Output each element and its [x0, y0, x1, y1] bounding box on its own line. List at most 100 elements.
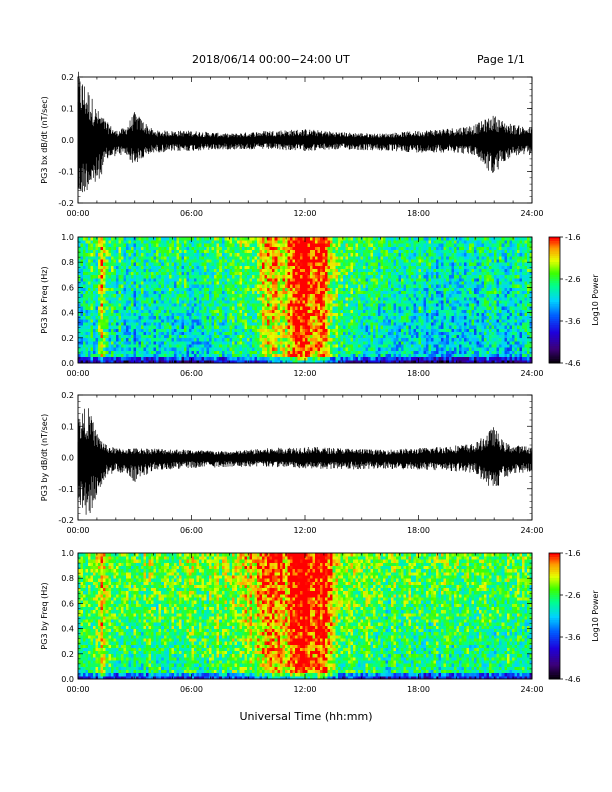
spectrogram-cell	[380, 315, 384, 320]
spectrogram-cell	[373, 306, 377, 310]
spectrogram-cell	[325, 303, 329, 307]
spectrogram-cell	[368, 237, 371, 241]
spectrogram-cell	[93, 303, 97, 307]
spectrogram-cell	[105, 337, 109, 342]
spectrogram-cell	[151, 252, 155, 257]
spectrogram-cell	[141, 249, 144, 254]
spectrogram-cell	[85, 293, 89, 298]
spectrogram-cell	[383, 271, 387, 276]
spectrogram-cell	[340, 322, 344, 326]
spectrogram-cell	[199, 322, 202, 326]
spectrogram-cell	[78, 344, 81, 348]
spectrogram-cell	[120, 259, 124, 263]
spectrogram-cell	[282, 328, 286, 332]
spectrogram-cell	[272, 268, 276, 273]
spectrogram-cell	[204, 243, 208, 247]
spectrogram-cell	[310, 309, 313, 313]
spectrogram-cell	[138, 271, 142, 276]
spectrogram-cell	[88, 309, 92, 313]
spectrogram-cell	[133, 353, 137, 358]
spectrogram-cell	[188, 309, 192, 313]
spectrogram-cell	[201, 306, 205, 310]
spectrogram-cell	[146, 300, 150, 304]
spectrogram-cell	[181, 347, 185, 351]
spectrogram-cell	[166, 350, 170, 354]
spectrogram-cell	[138, 262, 142, 266]
spectrogram-cell	[241, 246, 245, 250]
spectrogram-cell	[302, 322, 306, 326]
spectrogram-cell	[153, 274, 157, 279]
spectrogram-cell	[259, 271, 263, 276]
spectrogram-cell	[156, 271, 160, 276]
spectrogram-cell	[249, 262, 253, 266]
spectrogram-cell	[206, 322, 210, 326]
spectrogram-cell	[322, 271, 326, 276]
spectrogram-cell	[310, 249, 313, 254]
spectrogram-cell	[284, 318, 288, 323]
spectrogram-cell	[98, 262, 102, 266]
spectrogram-cell	[252, 334, 255, 339]
spectrogram-cell	[355, 262, 359, 266]
spectrogram-cell	[148, 303, 152, 307]
spectrogram-cell	[93, 243, 97, 247]
spectrogram-cell	[168, 337, 172, 342]
spectrogram-cell	[143, 340, 147, 345]
spectrogram-cell	[320, 353, 324, 358]
spectrogram-cell	[183, 287, 187, 291]
spectrogram-cell	[330, 300, 334, 304]
spectrogram-cell	[337, 306, 341, 310]
spectrogram-cell	[370, 350, 374, 354]
spectrogram-cell	[100, 259, 104, 263]
spectrogram-cell	[231, 340, 235, 345]
spectrogram-cell	[340, 249, 344, 254]
spectrogram-cell	[80, 265, 84, 269]
spectrogram-cell	[330, 322, 334, 326]
spectrogram-cell	[143, 240, 147, 244]
spectrogram-cell	[322, 328, 326, 332]
spectrogram-cell	[123, 344, 127, 348]
spectrogram-cell	[347, 268, 351, 273]
spectrogram-cell	[246, 337, 250, 342]
spectrogram-cell	[173, 262, 177, 266]
spectrogram-cell	[239, 281, 243, 285]
spectrogram-cell	[186, 303, 190, 307]
spectrogram-cell	[289, 255, 293, 260]
spectrogram-cell	[161, 306, 165, 310]
spectrogram-cell	[342, 287, 346, 291]
spectrogram-cell	[340, 347, 344, 351]
spectrogram-cell	[141, 262, 144, 266]
spectrogram-cell	[284, 243, 288, 247]
spectrogram-cell	[302, 252, 306, 257]
spectrogram-cell	[123, 246, 127, 250]
spectrogram-cell	[370, 315, 374, 320]
spectrogram-cell	[194, 359, 197, 364]
spectrogram-cell	[241, 300, 245, 304]
spectrogram-cell	[90, 268, 94, 273]
spectrogram-cell	[257, 293, 260, 298]
spectrogram-cell	[105, 340, 109, 345]
spectrogram-cell	[322, 246, 326, 250]
spectrogram-cell	[231, 265, 235, 269]
spectrogram-cell	[307, 309, 311, 313]
spectrogram-cell	[355, 309, 359, 313]
spectrogram-cell	[138, 315, 142, 320]
spectrogram-cell	[219, 284, 223, 288]
spectrogram-cell	[204, 293, 208, 298]
spectrogram-cell	[103, 322, 107, 326]
spectrogram-cell	[115, 328, 119, 332]
spectrogram-cell	[206, 252, 210, 257]
spectrogram-cell	[312, 265, 316, 269]
spectrogram-cell	[113, 347, 117, 351]
spectrogram-cell	[383, 356, 387, 361]
spectrogram-cell	[287, 356, 291, 361]
spectrogram-cell	[161, 344, 165, 348]
spectrogram-cell	[219, 293, 223, 298]
spectrogram-cell	[85, 309, 89, 313]
spectrogram-cell	[176, 356, 180, 361]
spectrogram-cell	[224, 306, 228, 310]
spectrogram-cell	[360, 350, 364, 354]
spectrogram-cell	[330, 303, 334, 307]
spectrogram-cell	[133, 309, 137, 313]
spectrogram-cell	[292, 334, 296, 339]
spectrogram-cell	[115, 331, 119, 336]
